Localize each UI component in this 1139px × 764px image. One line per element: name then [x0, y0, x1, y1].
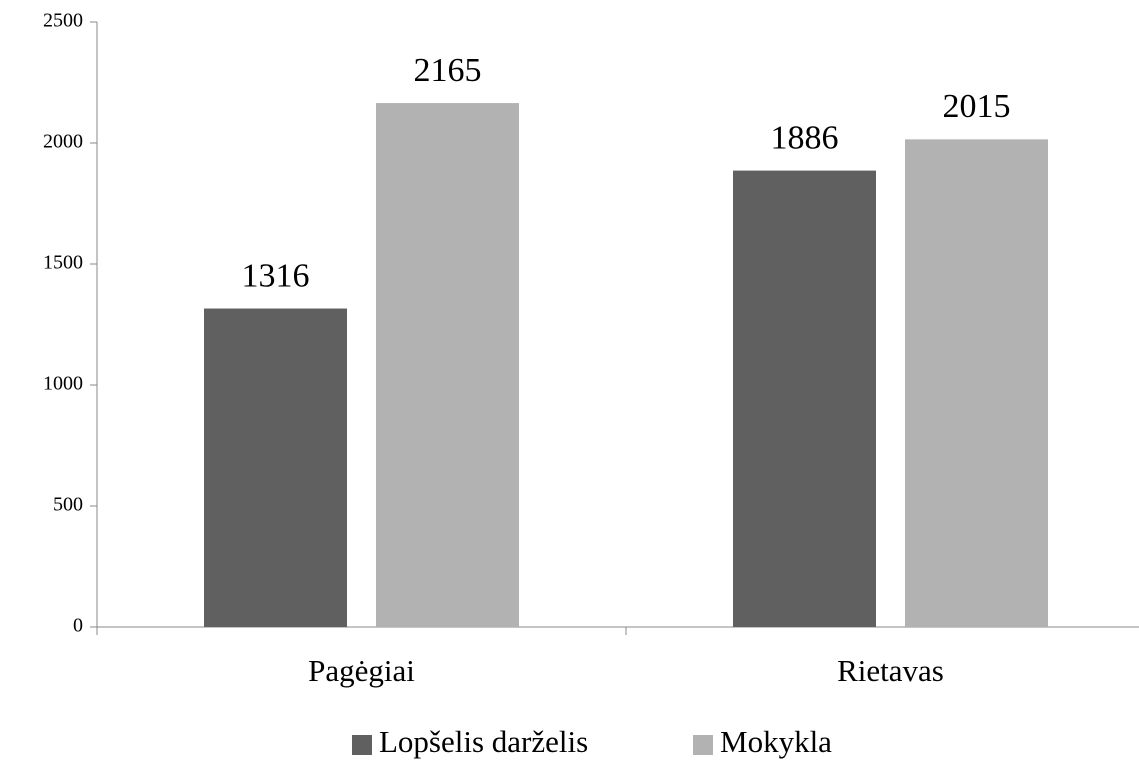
bar — [376, 103, 519, 627]
legend-label: Mokykla — [720, 724, 832, 759]
x-tick-label: Rietavas — [837, 653, 944, 688]
data-label: 1886 — [771, 119, 839, 156]
y-tick-label: 2500 — [43, 10, 83, 32]
bar — [204, 308, 347, 627]
data-label: 2015 — [943, 88, 1011, 125]
y-tick-label: 1500 — [43, 252, 83, 274]
y-tick-label: 2000 — [43, 131, 83, 153]
legend-swatch — [693, 735, 713, 755]
y-tick-label: 500 — [53, 494, 83, 516]
bar — [905, 139, 1048, 627]
legend-swatch — [352, 735, 372, 755]
data-label: 2165 — [414, 52, 482, 89]
x-tick-label: Pagėgiai — [308, 653, 415, 688]
y-tick-label: 0 — [73, 615, 83, 637]
legend-label: Lopšelis darželis — [379, 724, 588, 759]
data-label: 1316 — [242, 257, 310, 294]
y-tick-label: 1000 — [43, 373, 83, 395]
bar — [733, 170, 876, 627]
